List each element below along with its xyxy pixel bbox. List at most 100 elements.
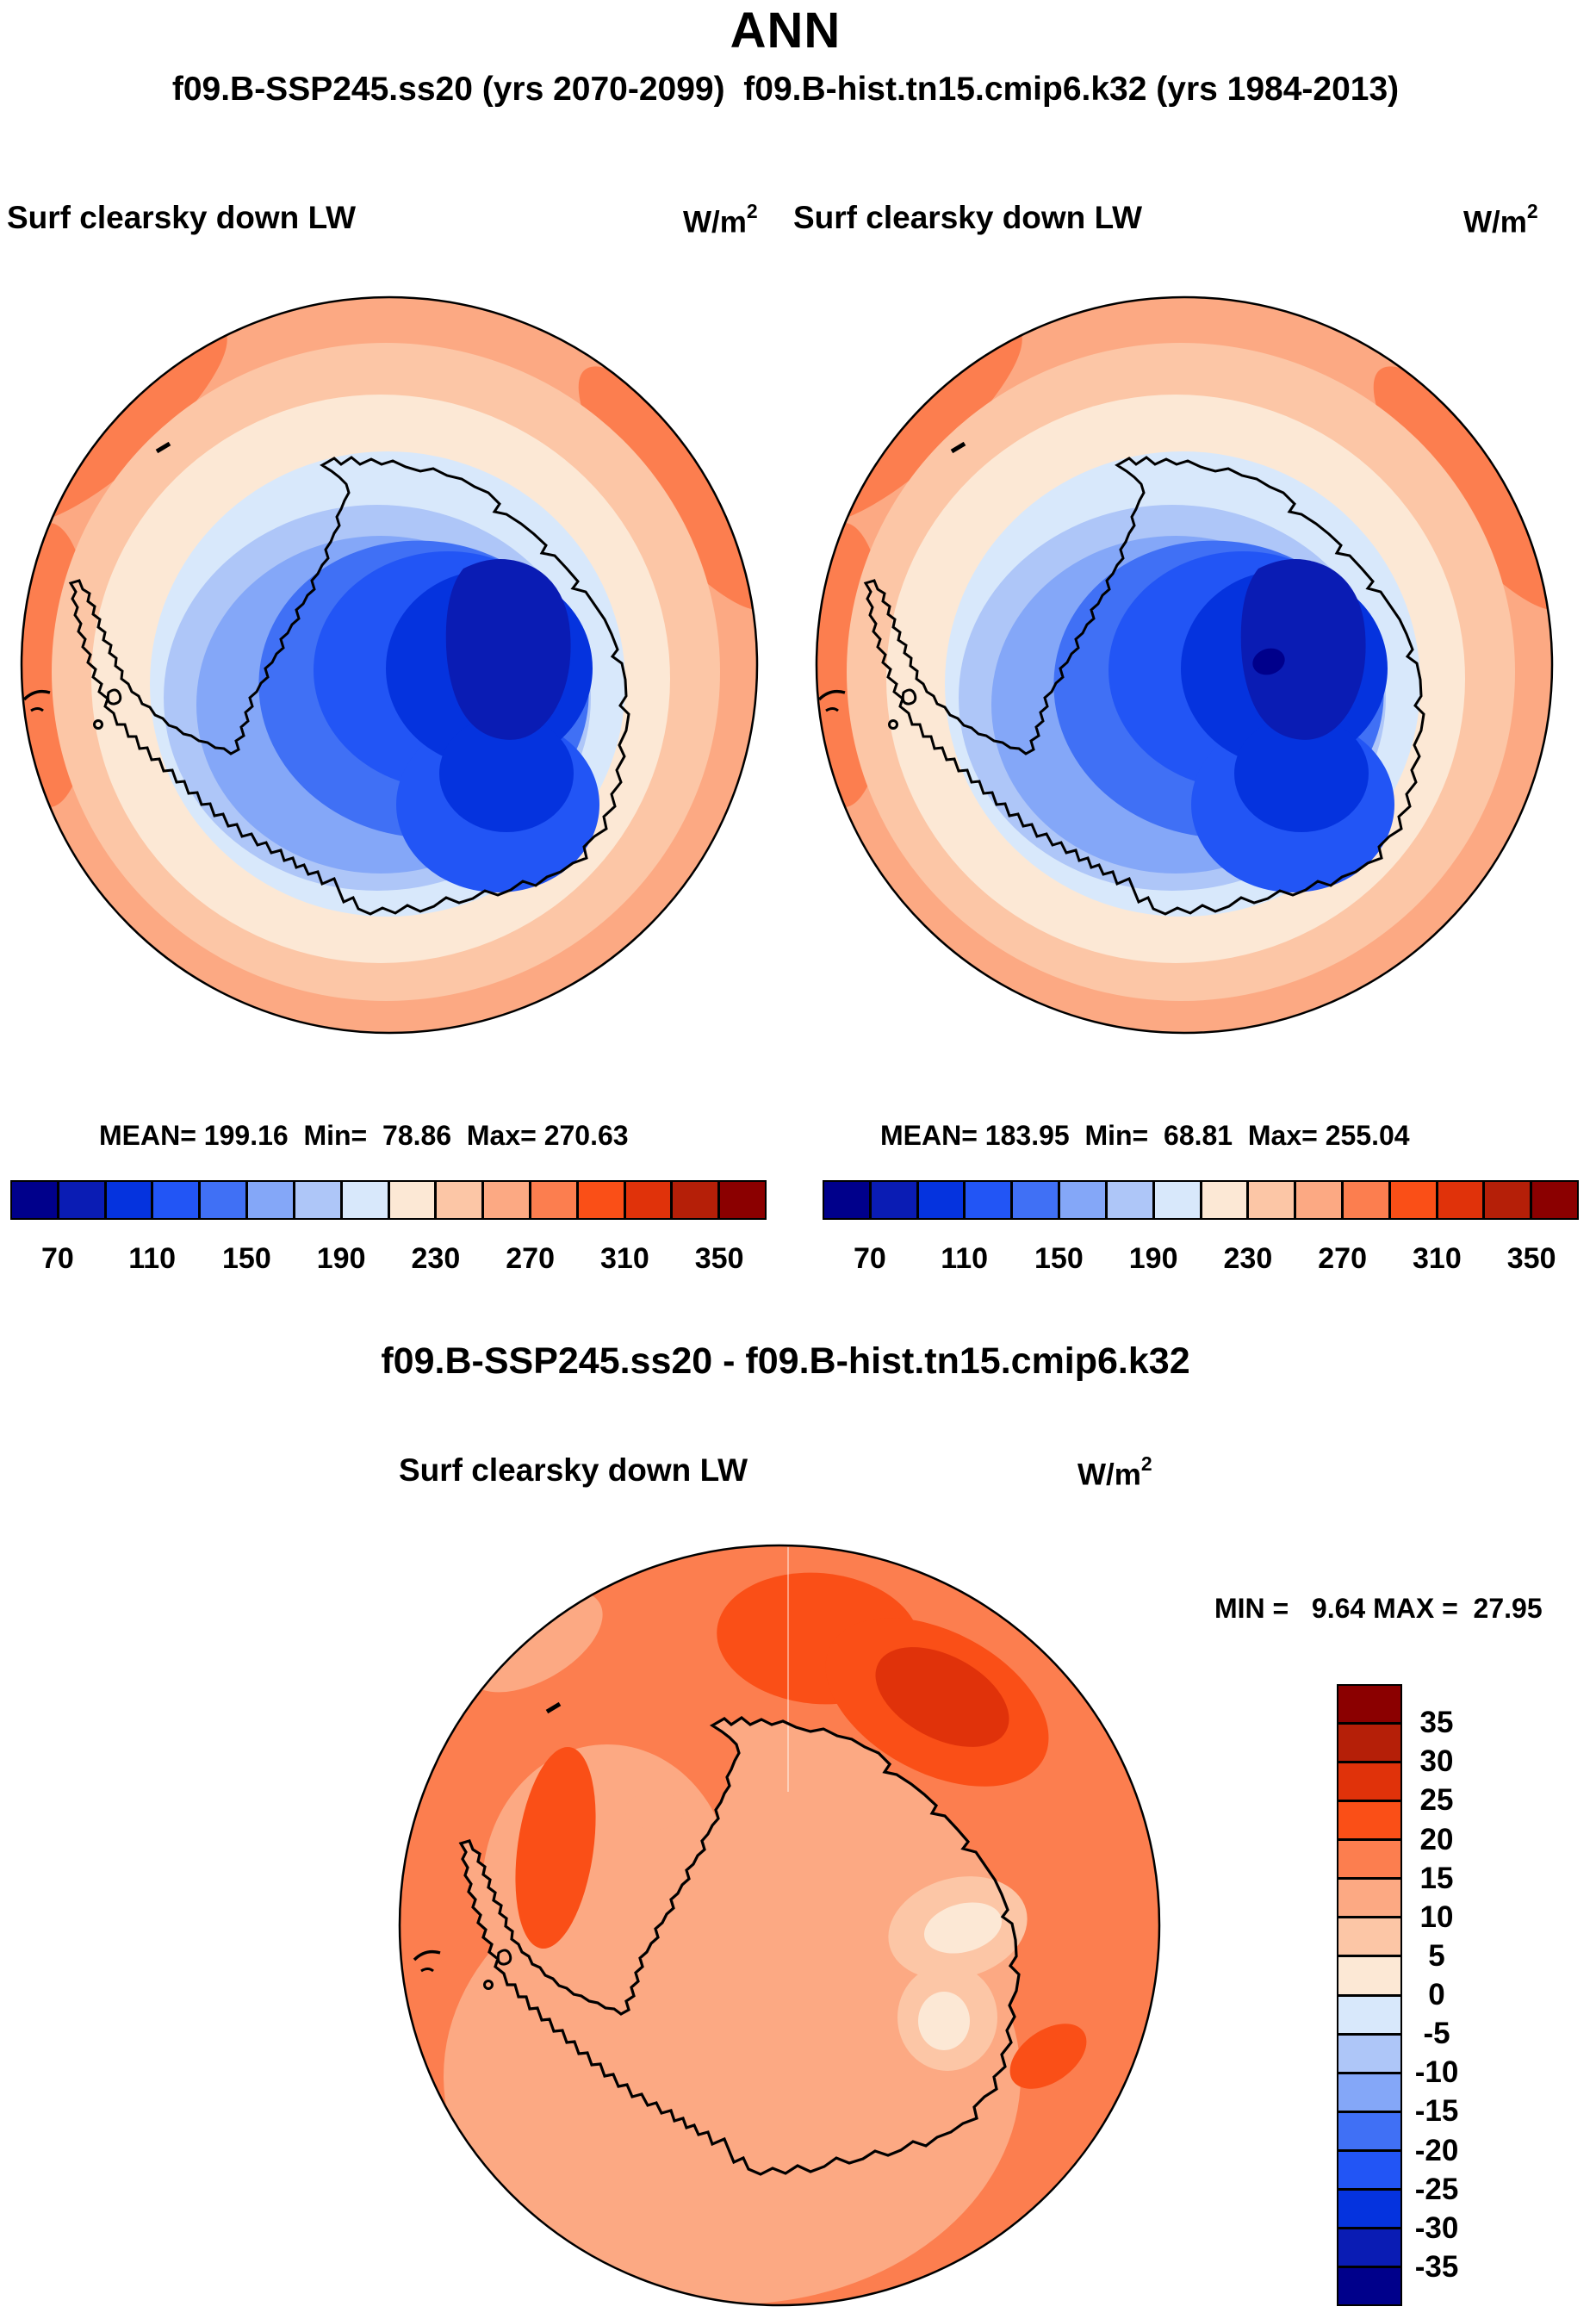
colorbar-tick-label: 350 bbox=[694, 1242, 744, 1275]
colorbar-tick-label: 110 bbox=[128, 1242, 177, 1275]
colorbar-cell bbox=[1338, 2226, 1400, 2266]
colorbar-cell bbox=[481, 1182, 529, 1218]
colorbar-cell bbox=[1338, 1877, 1400, 1917]
colorbar-tick-label: 10 bbox=[1419, 1899, 1454, 1934]
colorbar-tick-label: 15 bbox=[1419, 1861, 1454, 1895]
colorbar-cell bbox=[1246, 1182, 1295, 1218]
colorbar-cell bbox=[1338, 2148, 1400, 2188]
colorbar-tick-label: 190 bbox=[316, 1242, 366, 1275]
colorbar-cell bbox=[1338, 1761, 1400, 1800]
colorbar-tick-label: -35 bbox=[1414, 2249, 1459, 2284]
minmax-diff: MIN = 9.64 MAX = 27.95 bbox=[1214, 1593, 1543, 1624]
colorbar-tick-label: 230 bbox=[411, 1242, 461, 1275]
colorbar-cell bbox=[1340, 1182, 1388, 1218]
map-outline-diff bbox=[398, 1544, 1161, 2307]
colorbar-cell bbox=[717, 1182, 765, 1218]
colorbar-cell bbox=[1338, 1686, 1400, 1723]
colorbar-cell bbox=[12, 1182, 57, 1218]
colorbar-tick-label: -30 bbox=[1414, 2210, 1459, 2245]
colorbar-tick-label: -5 bbox=[1423, 2017, 1450, 2051]
colorbar-tick-label: -10 bbox=[1414, 2055, 1459, 2090]
subtitle-run-names: f09.B-SSP245.ss20 (yrs 2070-2099) f09.B-… bbox=[171, 71, 1400, 108]
page-title: ANN bbox=[730, 3, 841, 59]
colorbar-cell bbox=[1104, 1182, 1152, 1218]
colorbar-tick-label: 310 bbox=[600, 1242, 649, 1275]
colorbar-cell bbox=[1435, 1182, 1483, 1218]
colorbar-tick-label: 35 bbox=[1419, 1706, 1454, 1740]
colorbar-cell bbox=[575, 1182, 624, 1218]
colorbar-cell bbox=[1388, 1182, 1436, 1218]
units-label-diff: W/m2 bbox=[1077, 1452, 1152, 1492]
colorbar-tick-label: -25 bbox=[1414, 2172, 1459, 2206]
colorbar-cell bbox=[198, 1182, 246, 1218]
field-label-diff: Surf clearsky down LW bbox=[399, 1452, 748, 1488]
colorbar-cell bbox=[1530, 1182, 1577, 1218]
colorbar-cell bbox=[623, 1182, 671, 1218]
units-label-right: W/m2 bbox=[1463, 200, 1538, 239]
diff-band-0-5-spot2 bbox=[918, 1992, 970, 2050]
map-outline-left bbox=[20, 295, 759, 1035]
colorbar-cell bbox=[1199, 1182, 1247, 1218]
colorbar-cell bbox=[434, 1182, 482, 1218]
colorbar-tick-label: 25 bbox=[1419, 1783, 1454, 1818]
colorbar-cell bbox=[1338, 1916, 1400, 1955]
stats-left: MEAN= 199.16 Min= 78.86 Max= 270.63 bbox=[99, 1120, 629, 1151]
coldest-core-spot bbox=[1252, 648, 1285, 675]
colorbar-cell bbox=[670, 1182, 718, 1218]
diff-coastal-light-spot bbox=[625, 1792, 684, 1830]
colorbar-tick-label: -20 bbox=[1414, 2133, 1459, 2167]
colorbar-cell bbox=[1338, 1722, 1400, 1762]
map-ssp245 bbox=[20, 295, 759, 1035]
colorbar-cell bbox=[292, 1182, 340, 1218]
colorbar-tick-label: 30 bbox=[1419, 1744, 1454, 1779]
colorbar-cell bbox=[1152, 1182, 1200, 1218]
diff-band-25-30-core bbox=[875, 1647, 1009, 1747]
colorbar-cell bbox=[1338, 1800, 1400, 1839]
map-difference bbox=[398, 1544, 1161, 2307]
colorbar-cell bbox=[56, 1182, 104, 1218]
colorbar-cell bbox=[1338, 1993, 1400, 2033]
colorbar-cell bbox=[1338, 1838, 1400, 1878]
colorbar-tick-label: 230 bbox=[1223, 1242, 1273, 1275]
colorbar-cell bbox=[151, 1182, 199, 1218]
colorbar-tick-label: 310 bbox=[1413, 1242, 1462, 1275]
units-label-left: W/m2 bbox=[683, 200, 758, 239]
colorbar-cell bbox=[1010, 1182, 1059, 1218]
colorbar-left-ticks: 70 110 150 190 230 270 310 350 bbox=[10, 1242, 767, 1278]
colorbar-tick-label: 110 bbox=[941, 1242, 989, 1275]
colorbar-right bbox=[823, 1180, 1579, 1220]
colorbar-cell bbox=[1338, 2071, 1400, 2111]
colorbar-tick-label: 150 bbox=[222, 1242, 271, 1275]
colorbar-tick-label: 5 bbox=[1428, 1938, 1445, 1973]
colorbar-tick-label: 270 bbox=[1318, 1242, 1367, 1275]
colorbar-tick-label: 350 bbox=[1506, 1242, 1556, 1275]
colorbar-cell bbox=[1338, 2110, 1400, 2149]
colorbar-cell bbox=[1338, 2187, 1400, 2227]
colorbar-tick-label: 150 bbox=[1034, 1242, 1084, 1275]
diff-band-20-25-southeast bbox=[1009, 2024, 1087, 2089]
colorbar-cell bbox=[1338, 1955, 1400, 1994]
diff-band-20-25-west-streak bbox=[515, 1746, 596, 1949]
colorbar-tick-label: 270 bbox=[506, 1242, 555, 1275]
colorbar-tick-label: 20 bbox=[1419, 1822, 1454, 1856]
colorbar-tick-label: 190 bbox=[1128, 1242, 1178, 1275]
colorbar-cell bbox=[387, 1182, 435, 1218]
colorbar-tick-label: 70 bbox=[853, 1242, 886, 1275]
difference-title: f09.B-SSP245.ss20 - f09.B-hist.tn15.cmip… bbox=[381, 1340, 1190, 1382]
colorbar-cell bbox=[103, 1182, 152, 1218]
colorbar-cell bbox=[1058, 1182, 1105, 1218]
colorbar-cell bbox=[1482, 1182, 1531, 1218]
colorbar-tick-label: 70 bbox=[40, 1242, 74, 1275]
colorbar-cell bbox=[868, 1182, 916, 1218]
map-hist bbox=[815, 295, 1554, 1035]
colorbar-right-ticks: 70 110 150 190 230 270 310 350 bbox=[823, 1242, 1579, 1278]
colorbar-cell bbox=[824, 1182, 869, 1218]
colorbar-tick-label: 0 bbox=[1428, 1978, 1445, 2011]
colorbar-tick-label: -15 bbox=[1414, 2094, 1459, 2129]
field-label-right: Surf clearsky down LW bbox=[793, 200, 1143, 235]
colorbar-cell bbox=[1294, 1182, 1341, 1218]
colorbar-cell bbox=[1338, 2032, 1400, 2072]
colorbar-cell bbox=[963, 1182, 1011, 1218]
field-label-left: Surf clearsky down LW bbox=[7, 200, 357, 235]
